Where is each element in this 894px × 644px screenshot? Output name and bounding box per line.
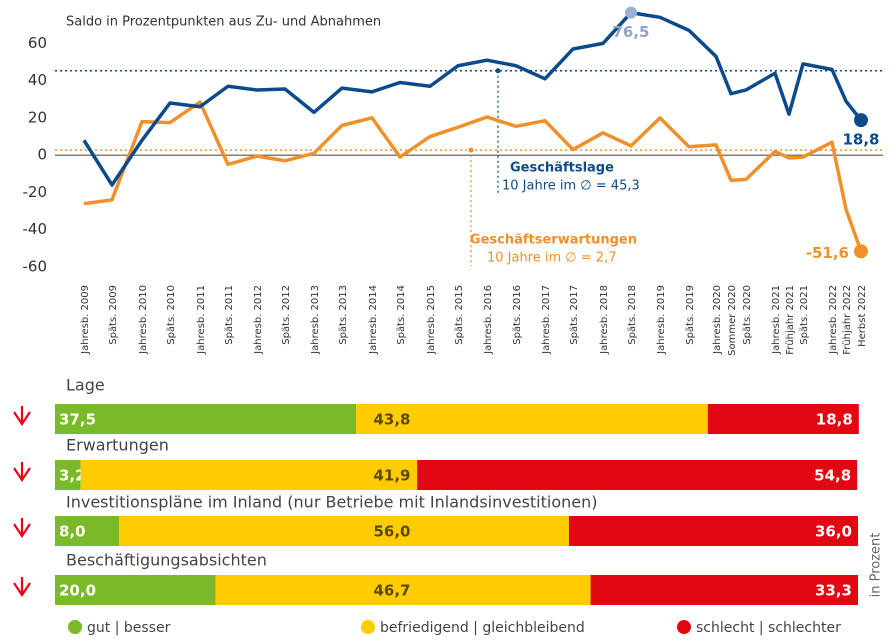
x-tick-label: Jahresb. 2014: [368, 285, 379, 355]
bar-label: 43,8: [373, 411, 410, 429]
x-tick-label: Späts. 2019: [685, 285, 696, 345]
x-tick-label: Späts. 2016: [512, 285, 523, 345]
bar-segment: [55, 404, 357, 434]
legend-label: schlecht | schlechter: [696, 620, 841, 636]
category-label: Lage: [66, 376, 105, 395]
series-line: [83, 100, 863, 252]
y-tick-label: 60: [28, 34, 47, 52]
x-tick-label: Jahresb. 2009: [80, 285, 91, 355]
x-tick-label: Späts. 2018: [627, 285, 638, 345]
x-tick-label: Späts. 2010: [166, 285, 177, 345]
x-tick-label: Jahresb. 2020: [712, 285, 723, 355]
x-tick-label: Sommer 2020: [727, 285, 738, 356]
axis-label: in Prozent: [869, 533, 884, 598]
subtitle: Saldo in Prozentpunkten aus Zu- und Abna…: [66, 15, 381, 30]
y-tick-label: 0: [37, 146, 47, 164]
point-marker: [854, 113, 868, 128]
legend-swatch: [677, 620, 691, 634]
bar-label: 8,0: [59, 523, 86, 541]
trend-arrow: [13, 462, 31, 482]
y-tick-label: 40: [28, 71, 47, 89]
x-tick-label: Jahresb. 2018: [599, 285, 610, 355]
bar-segment: [568, 516, 858, 546]
x-tick-label: Jahresb. 2016: [483, 285, 494, 355]
annotation-dot: [468, 147, 474, 153]
category-label: Erwartungen: [66, 436, 169, 455]
series-name: Geschäftserwartungen: [470, 233, 637, 248]
series-name: Geschäftslage: [510, 161, 614, 176]
legend-swatch: [68, 620, 82, 634]
series-line: [82, 10, 863, 187]
bar-segment: [707, 404, 859, 434]
bar-segment: [417, 460, 858, 490]
bar-label: 3,2: [59, 467, 86, 485]
bar-label: 46,7: [373, 582, 410, 600]
x-tick-label: Jahresb. 2021: [771, 285, 782, 355]
x-tick-label: Späts. 2011: [224, 285, 235, 345]
data-label: 18,8: [842, 131, 879, 149]
bar-segment: [119, 516, 569, 546]
annotation-dot: [495, 68, 501, 74]
trend-arrow: [13, 406, 31, 426]
bar-segment: [55, 575, 216, 605]
y-tick-label: -40: [23, 220, 48, 238]
bar-label: 56,0: [373, 523, 410, 541]
average-label: 10 Jahre im ∅ = 45,3: [502, 179, 640, 194]
x-tick-label: Späts. 2013: [338, 285, 349, 345]
category-label: Investitionspläne im Inland (nur Betrieb…: [66, 493, 598, 512]
bar-segment: [55, 516, 120, 546]
trend-arrow: [13, 577, 31, 597]
x-tick-label: Frühjahr 2021: [785, 285, 796, 355]
x-tick-label: Frühjahr 2022: [842, 285, 853, 355]
x-tick-label: Späts. 2020: [742, 285, 753, 345]
data-label: 76,5: [612, 23, 649, 41]
x-tick-label: Herbst 2022: [857, 285, 868, 347]
x-tick-label: Jahresb. 2015: [426, 285, 437, 355]
bar-label: 41,9: [373, 467, 410, 485]
x-tick-label: Späts. 2014: [396, 285, 407, 345]
legend-swatch: [361, 620, 375, 634]
x-tick-label: Späts. 2012: [281, 285, 292, 345]
legend-label: gut | besser: [87, 620, 171, 636]
category-label: Beschäftigungsabsichten: [66, 551, 267, 570]
bar-segment: [590, 575, 858, 605]
legend-label: befriedigend | gleichbleibend: [380, 620, 585, 636]
bar-label: 37,5: [59, 411, 96, 429]
point-marker: [854, 244, 868, 259]
x-tick-label: Jahresb. 2010: [138, 285, 149, 355]
x-tick-label: Jahresb. 2012: [253, 285, 264, 355]
x-tick-label: Späts. 2009: [108, 285, 119, 345]
bar-segment: [80, 460, 418, 490]
bar-label: 18,8: [816, 411, 853, 429]
y-tick-label: 20: [28, 108, 47, 126]
bar-segment: [215, 575, 591, 605]
x-tick-label: Späts. 2017: [569, 285, 580, 345]
x-tick-label: Jahresb. 2019: [656, 285, 667, 355]
bar-label: 36,0: [815, 523, 852, 541]
data-label: -51,6: [806, 244, 849, 262]
x-tick-label: Jahresb. 2022: [828, 285, 839, 355]
y-tick-label: -20: [23, 183, 48, 201]
trend-arrow: [13, 518, 31, 538]
bar-label: 54,8: [814, 467, 851, 485]
y-tick-label: -60: [23, 257, 48, 275]
x-tick-label: Späts. 2021: [799, 285, 810, 345]
bar-segment: [356, 404, 708, 434]
x-tick-label: Jahresb. 2011: [196, 285, 207, 355]
average-label: 10 Jahre im ∅ = 2,7: [487, 251, 616, 266]
bar-label: 33,3: [815, 582, 852, 600]
point-marker: [625, 6, 637, 19]
x-tick-label: Jahresb. 2017: [541, 285, 552, 355]
x-tick-label: Jahresb. 2013: [310, 285, 321, 355]
x-tick-label: Späts. 2015: [454, 285, 465, 345]
bar-segment: [55, 460, 81, 490]
bar-label: 20,0: [59, 582, 96, 600]
